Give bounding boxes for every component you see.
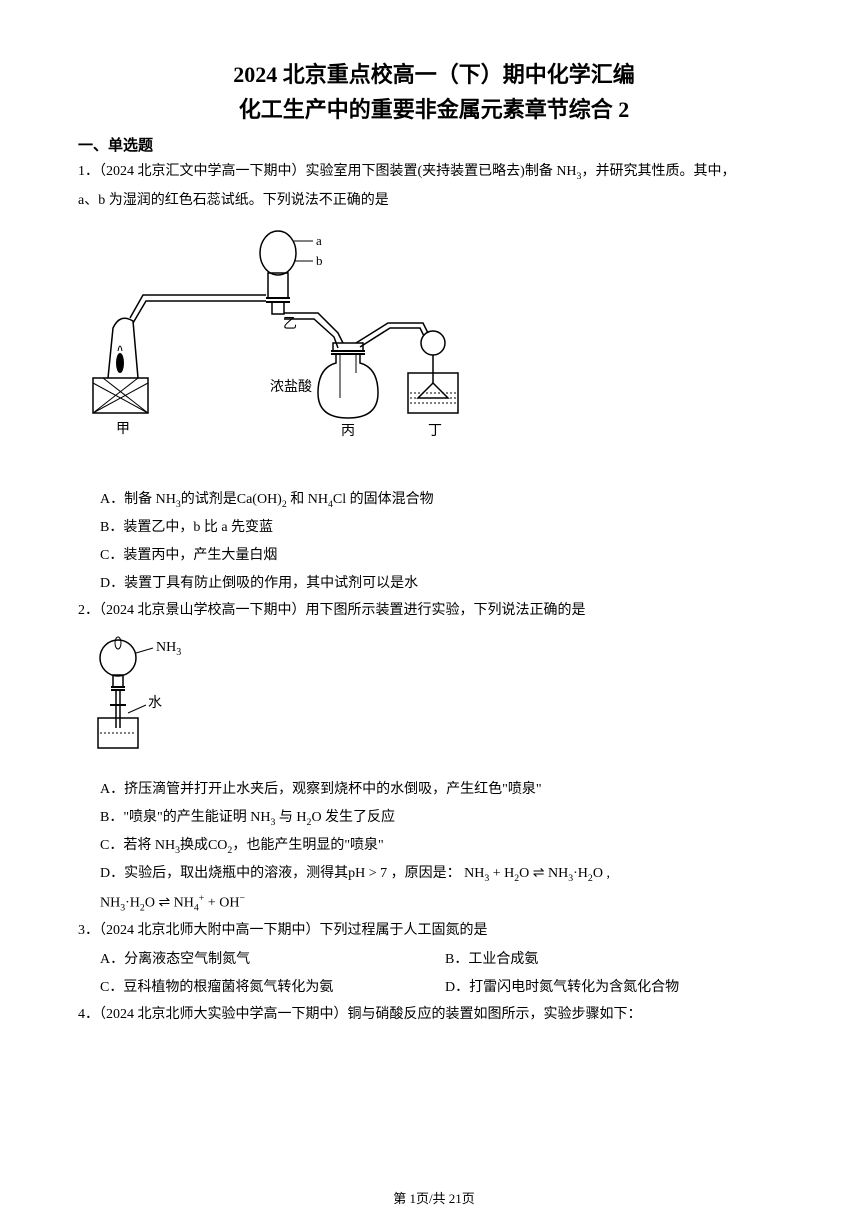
q1-options: A．制备 NH3的试剂是Ca(OH)2 和 NH4Cl 的固体混合物 B．装置乙…	[78, 486, 790, 598]
label-water: 水	[148, 695, 162, 711]
q4-stem: 铜与硝酸反应的装置如图所示，实验步骤如下：	[348, 1007, 642, 1022]
q1-option-d: D．装置丁具有防止倒吸的作用，其中试剂可以是水	[100, 570, 790, 598]
label-a: a	[316, 233, 322, 248]
q1-figure: 甲 a b 乙 浓盐酸 丙	[78, 223, 790, 478]
label-bing: 丙	[341, 424, 355, 439]
q2-figure: NH3 水	[78, 633, 790, 768]
apparatus-ding-icon	[408, 331, 458, 413]
q2-stem: 用下图所示装置进行实验，下列说法正确的是	[306, 603, 586, 618]
q3-number: 3．	[78, 923, 99, 938]
q3-option-c: C．豆科植物的根瘤菌将氮气转化为氨	[100, 974, 445, 1002]
q1-stem-line2: a、b 为湿润的红色石蕊试纸。下列说法不正确的是	[78, 188, 790, 215]
question-4: 4．（2024 北京北师大实验中学高一下期中）铜与硝酸反应的装置如图所示，实验步…	[78, 1002, 790, 1029]
doc-title: 2024 北京重点校高一（下）期中化学汇编	[78, 60, 790, 91]
q2-options: A．挤压滴管并打开止水夹后，观察到烧杯中的水倒吸，产生红色"喷泉" B．"喷泉"…	[78, 776, 790, 918]
label-ding: 丁	[428, 424, 442, 439]
q2-option-d-line2: NH3·H2O ⇌ NH4+ + OH−	[100, 889, 790, 918]
label-jia: 甲	[116, 422, 130, 437]
label-acid: 浓盐酸	[270, 379, 312, 395]
q2-option-c: C．若将 NH3换成CO2，也能产生明显的"喷泉"	[100, 832, 790, 860]
q3-source: （2024 北京北师大附中高一下期中）	[99, 923, 320, 938]
page-footer: 第 1页/共 21页	[0, 1188, 868, 1207]
doc-subtitle: 化工生产中的重要非金属元素章节综合 2	[78, 95, 790, 126]
q4-source: （2024 北京北师大实验中学高一下期中）	[99, 1007, 348, 1022]
q1-option-a: A．制备 NH3的试剂是Ca(OH)2 和 NH4Cl 的固体混合物	[100, 486, 790, 514]
q1-stem-p2: ，并研究其性质。其中，	[581, 164, 735, 179]
apparatus-bing-icon	[318, 343, 378, 418]
q3-option-b: B．工业合成氨	[445, 946, 790, 974]
q2-option-d: D．实验后，取出烧瓶中的溶液，测得其pH > 7 ，原因是： NH3 + H2O…	[100, 860, 790, 888]
label-b: b	[316, 253, 323, 268]
question-3: 3．（2024 北京北师大附中高一下期中）下列过程属于人工固氮的是	[78, 918, 790, 945]
apparatus-yi-icon	[260, 231, 313, 314]
q1-number: 1．	[78, 164, 99, 179]
q3-option-d: D．打雷闪电时氮气转化为含氮化合物	[445, 974, 790, 1002]
q2-source: （2024 北京景山学校高一下期中）	[99, 603, 306, 618]
q2-number: 2．	[78, 603, 99, 618]
q1-stem-p1: 实验室用下图装置(夹持装置已略去)制备 NH	[306, 164, 577, 179]
q4-number: 4．	[78, 1007, 99, 1022]
label-nh3: NH3	[156, 640, 181, 658]
q1-source: （2024 北京汇文中学高一下期中）	[99, 164, 306, 179]
question-2: 2．（2024 北京景山学校高一下期中）用下图所示装置进行实验，下列说法正确的是	[78, 598, 790, 625]
q2-option-b: B．"喷泉"的产生能证明 NH3 与 H2O 发生了反应	[100, 804, 790, 832]
apparatus-jia-icon	[93, 295, 266, 413]
q3-options: A．分离液态空气制氮气 B．工业合成氨 C．豆科植物的根瘤菌将氮气转化为氨 D．…	[78, 946, 790, 1002]
q3-option-a: A．分离液态空气制氮气	[100, 946, 445, 974]
section-header: 一、单选题	[78, 134, 790, 155]
fountain-apparatus-icon	[98, 637, 138, 748]
question-1: 1．（2024 北京汇文中学高一下期中）实验室用下图装置(夹持装置已略去)制备 …	[78, 159, 790, 186]
q2-option-a: A．挤压滴管并打开止水夹后，观察到烧杯中的水倒吸，产生红色"喷泉"	[100, 776, 790, 804]
q1-option-b: B．装置乙中，b 比 a 先变蓝	[100, 514, 790, 542]
q3-stem: 下列过程属于人工固氮的是	[320, 923, 488, 938]
q1-option-c: C．装置丙中，产生大量白烟	[100, 542, 790, 570]
